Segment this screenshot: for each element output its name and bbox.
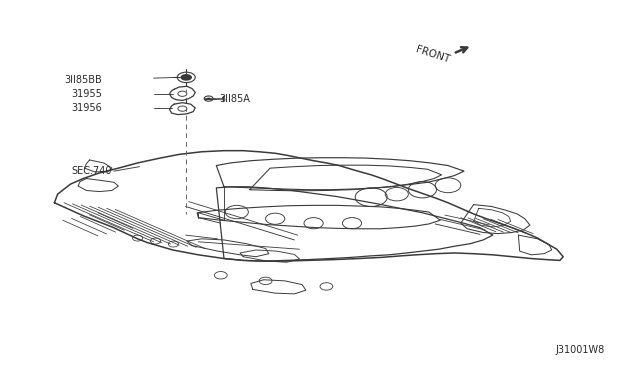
- Text: SEC.740: SEC.740: [72, 166, 112, 176]
- Text: 31956: 31956: [72, 103, 102, 113]
- Text: J31001W8: J31001W8: [556, 345, 605, 355]
- Text: 3II85A: 3II85A: [219, 94, 250, 103]
- Text: FRONT: FRONT: [415, 45, 451, 65]
- Circle shape: [180, 74, 192, 81]
- Circle shape: [207, 97, 211, 100]
- Text: 31955: 31955: [72, 89, 102, 99]
- Text: 3II85BB: 3II85BB: [65, 75, 102, 84]
